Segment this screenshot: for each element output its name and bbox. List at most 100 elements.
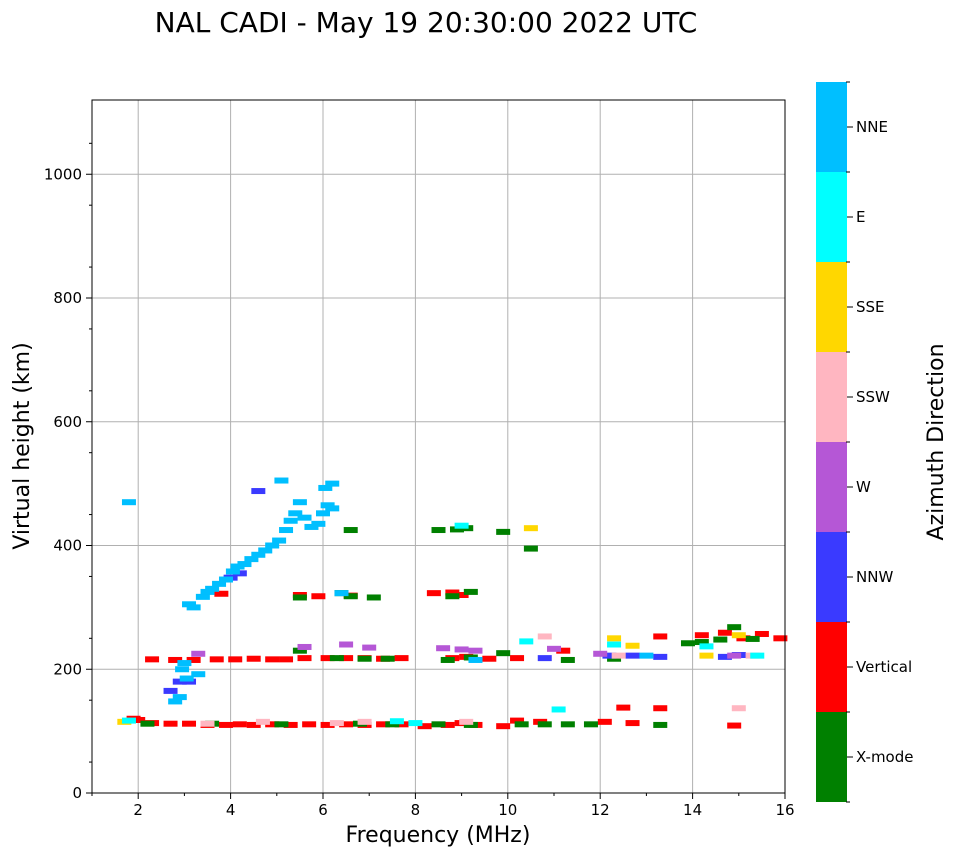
echo-point-sse xyxy=(607,635,622,642)
echo-point-nne xyxy=(175,666,190,673)
echo-point-vertical xyxy=(246,721,261,728)
echo-point-nne xyxy=(468,656,483,663)
echo-point-nne xyxy=(251,551,266,558)
chart-title: NAL CADI - May 19 20:30:00 2022 UTC xyxy=(155,6,698,39)
echo-point-w xyxy=(191,650,206,657)
echo-point-vertical xyxy=(445,589,460,596)
colorbar-tick-label: W xyxy=(856,478,871,496)
echo-point-x-mode xyxy=(292,647,307,654)
colorbar-segment xyxy=(816,172,847,262)
echo-point-ssw xyxy=(731,705,746,712)
echo-point-nne xyxy=(311,520,326,527)
echo-point-vertical xyxy=(297,655,312,662)
echo-points xyxy=(117,477,788,730)
colorbar-segment xyxy=(816,262,847,352)
echo-point-ssw xyxy=(611,652,626,659)
echo-point-nne xyxy=(320,502,335,509)
colorbar-label: Azimuth Direction xyxy=(924,343,949,540)
colorbar-tick-label: E xyxy=(856,208,865,226)
echo-point-nne xyxy=(265,542,280,549)
echo-point-vertical xyxy=(186,656,201,663)
echo-point-x-mode xyxy=(727,624,742,631)
colorbar-tick-label: Vertical xyxy=(856,658,912,676)
echo-point-x-mode xyxy=(357,655,372,662)
colorbar-tick-label: SSW xyxy=(856,388,890,406)
y-tick-label: 400 xyxy=(53,537,82,555)
colorbar-segment xyxy=(816,442,847,532)
echo-point-vertical xyxy=(320,721,335,728)
echo-point-vertical xyxy=(773,635,788,642)
echo-point-x-mode xyxy=(380,655,395,662)
echo-point-nne xyxy=(334,590,349,597)
echo-point-vertical xyxy=(131,716,146,723)
echo-point-x-mode xyxy=(431,527,446,534)
echo-point-sse xyxy=(523,525,538,532)
echo-point-nne xyxy=(318,484,333,491)
echo-point-w xyxy=(297,643,312,650)
x-tick-label: 10 xyxy=(498,801,517,819)
echo-point-vertical xyxy=(426,590,441,597)
echo-point-nnw xyxy=(717,653,732,660)
y-tick-label: 0 xyxy=(72,784,82,802)
echo-point-x-mode xyxy=(496,528,511,535)
echo-point-w xyxy=(468,647,483,654)
echo-point-vertical xyxy=(653,705,668,712)
echo-point-e xyxy=(121,717,136,724)
echo-point-x-mode xyxy=(463,588,478,595)
echo-point-w xyxy=(454,646,469,653)
echo-point-vertical xyxy=(394,655,409,662)
echo-point-e xyxy=(408,720,423,727)
echo-point-x-mode xyxy=(523,545,538,552)
echo-point-vertical xyxy=(145,656,160,663)
gridlines xyxy=(92,100,786,794)
echo-point-vertical xyxy=(616,704,631,711)
echo-point-nnw xyxy=(625,652,640,659)
echo-point-x-mode xyxy=(343,593,358,600)
echo-point-vertical xyxy=(163,720,178,727)
echo-point-vertical xyxy=(496,723,511,730)
echo-point-vertical xyxy=(717,629,732,636)
colorbar-tick-label: SSE xyxy=(856,298,885,316)
echo-point-x-mode xyxy=(449,526,464,533)
echo-point-vertical xyxy=(311,593,326,600)
echo-point-vertical xyxy=(232,721,247,728)
echo-point-vertical xyxy=(754,630,769,637)
echo-point-nne xyxy=(304,523,319,530)
echo-point-nne xyxy=(258,547,273,554)
x-axis-ticks: 2 4 6 8 10 12 14 16 xyxy=(91,793,795,819)
echo-point-e xyxy=(607,641,622,648)
colorbar-tick-label: NNE xyxy=(856,118,888,136)
echo-point-nnw xyxy=(537,655,552,662)
x-tick-label: 14 xyxy=(683,801,702,819)
colorbar-segment xyxy=(816,532,847,622)
echo-point-vertical xyxy=(182,720,197,727)
echo-point-x-mode xyxy=(560,656,575,663)
y-tick-label: 1000 xyxy=(44,165,82,183)
x-tick-label: 6 xyxy=(318,801,328,819)
echo-point-nnw xyxy=(182,678,197,685)
echo-point-nne xyxy=(177,660,192,667)
echo-point-nne xyxy=(182,601,197,608)
echo-point-e xyxy=(699,643,714,650)
x-axis-label: Frequency (MHz) xyxy=(346,823,531,848)
echo-point-ssw xyxy=(255,718,270,725)
echo-point-nne xyxy=(244,556,259,563)
echo-point-x-mode xyxy=(343,527,358,534)
echo-point-x-mode xyxy=(329,655,344,662)
echo-point-x-mode xyxy=(607,655,622,662)
y-tick-label: 600 xyxy=(53,413,82,431)
echo-point-vertical xyxy=(214,590,229,597)
echo-point-vertical xyxy=(556,647,571,654)
echo-point-vertical xyxy=(339,655,354,662)
echo-point-nne xyxy=(272,537,287,544)
echo-point-nne xyxy=(325,480,340,487)
echo-point-nne xyxy=(200,588,215,595)
echo-point-x-mode xyxy=(583,721,598,728)
echo-point-x-mode xyxy=(440,656,455,663)
echo-point-x-mode xyxy=(431,721,446,728)
x-tick-label: 12 xyxy=(591,801,610,819)
y-axis-ticks: 0 200 400 600 800 1000 xyxy=(44,142,92,802)
echo-point-ssw xyxy=(329,720,344,727)
echo-point-e xyxy=(750,652,765,659)
echo-point-vertical xyxy=(694,632,709,639)
